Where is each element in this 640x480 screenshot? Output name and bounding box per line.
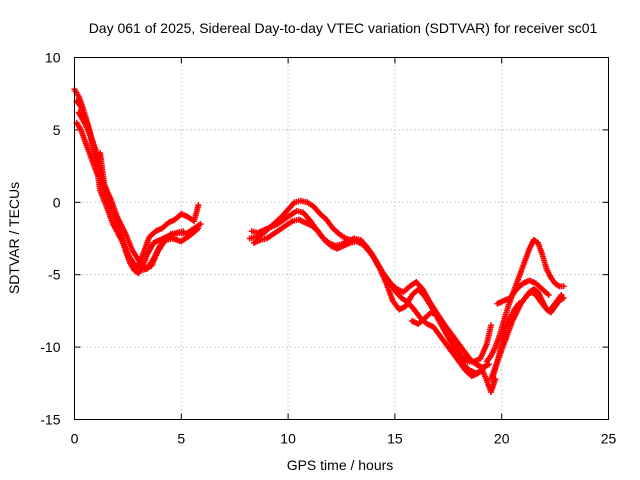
x-tick-label: 5 [177, 431, 185, 447]
data-point [197, 221, 204, 228]
series-track-h [408, 309, 492, 371]
y-tick-label: -10 [40, 339, 60, 355]
series-track-d [75, 109, 187, 272]
data-point [195, 225, 202, 232]
x-tick-label: 15 [387, 431, 403, 447]
series-track-c [73, 119, 202, 274]
y-axis-label: SDTVAR / TECUs [6, 182, 22, 294]
series-track-b [73, 97, 204, 277]
data-point [488, 322, 495, 329]
plot-frame [74, 57, 609, 420]
y-tick-label: 5 [53, 122, 61, 138]
y-tick-label: -15 [40, 412, 60, 428]
x-tick-label: 10 [280, 431, 296, 447]
series-track-g [250, 216, 488, 380]
data-point [560, 283, 567, 290]
data-point [180, 228, 187, 235]
x-tick-label: 25 [601, 431, 617, 447]
grid-lines [74, 57, 609, 420]
data-point [545, 291, 552, 298]
y-tick-label: -5 [48, 267, 61, 283]
x-axis-label: GPS time / hours [287, 457, 394, 473]
series-track-l [494, 277, 552, 307]
y-tick-label: 0 [53, 194, 61, 210]
data-points [71, 86, 567, 395]
axis-ticks [74, 57, 609, 420]
tick-labels: 0 5 10 15 20 25 10 5 0 -5 -10 -15 [40, 50, 616, 447]
series-track-k [490, 289, 565, 380]
chart-title: Day 061 of 2025, Sidereal Day-to-day VTE… [89, 20, 598, 36]
data-point [195, 202, 202, 209]
data-point [558, 291, 565, 298]
x-tick-label: 0 [71, 431, 79, 447]
y-tick-label: 10 [45, 50, 61, 66]
x-tick-label: 20 [494, 431, 510, 447]
